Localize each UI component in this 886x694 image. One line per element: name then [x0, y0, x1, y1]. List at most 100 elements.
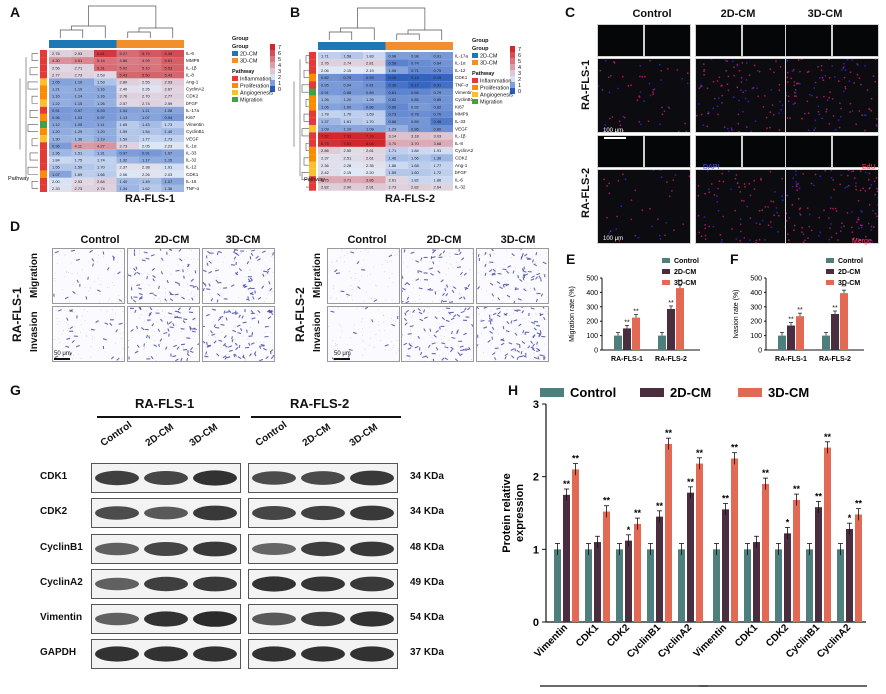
cell-stroke: [516, 343, 521, 346]
heatmap-a-cell-value: 5.53: [165, 65, 174, 70]
heatmap-a-group-bar: [116, 40, 139, 48]
heatmap-b-row-dendro: [301, 128, 312, 137]
heatmap-b-cell-value: 2.50: [344, 148, 353, 153]
nucleus-dot: [870, 183, 873, 186]
heatmap-b-cell: [430, 73, 453, 82]
heatmap-a-cell: [71, 135, 94, 143]
nucleus-dot: [606, 216, 608, 219]
heatmap-b-cell: [318, 117, 341, 125]
heatmap-a-cell: [94, 99, 117, 107]
heatmap-a-legend-pathway-item: Angiogenesis: [240, 91, 273, 97]
pore-dot: [514, 328, 516, 330]
nucleus-dot: [641, 75, 644, 78]
cell-stroke: [533, 327, 537, 331]
heatmap-a-cell: [139, 113, 162, 121]
nucleus-dot: [835, 210, 838, 212]
heatmap-a-cell: [71, 156, 94, 164]
nucleus-dot: [840, 107, 842, 110]
band: [95, 646, 139, 662]
h-bar-control: [775, 549, 782, 622]
dapi-tile: [695, 135, 742, 168]
heatmap-a-cell-value: 1.04: [120, 108, 129, 113]
nucleus-dot: [749, 194, 752, 197]
heatmap-a-scale-tick: 2: [278, 75, 281, 81]
heatmap-b-scale-tick: 6: [518, 53, 521, 59]
nucleus-dot: [828, 96, 831, 99]
heatmap-a-cell: [161, 78, 184, 86]
pore-dot: [513, 351, 515, 352]
nucleus-dot: [697, 214, 700, 217]
merge-tile: [785, 58, 879, 133]
nucleus-dot: [872, 226, 875, 229]
h-y-tick-label: 3: [533, 399, 539, 411]
nucleus-dot: [871, 240, 874, 243]
heatmap-b-cell: [408, 132, 431, 140]
heatmap-b-cell: [408, 88, 431, 96]
heatmap-b-cell-value: 0.78: [411, 112, 420, 117]
nucleus-dot: [793, 229, 795, 232]
nucleus-dot: [817, 66, 819, 68]
heatmap-b-cell: [318, 146, 341, 155]
heatmap-b-cell-value: 1.70: [344, 112, 353, 117]
nucleus-dot: [821, 117, 823, 120]
heatmap-a-cell: [94, 121, 117, 129]
heatmap-b-pathway-cell: [309, 88, 316, 96]
heatmap-a-cell: [71, 163, 94, 171]
nucleus-dot: [734, 177, 737, 180]
heatmap-b-cell-value: 2.74: [344, 61, 353, 66]
chart-e-y-tick-label: 200: [586, 319, 598, 326]
nucleus-dot: [856, 221, 858, 224]
nucleus-dot: [712, 225, 715, 228]
nucleus-dot: [685, 130, 688, 132]
heatmap-a-cell-value: 2.77: [165, 94, 174, 99]
heatmap-b-cell: [340, 73, 363, 82]
heatmap-b-cell-value: 2.76: [321, 61, 330, 66]
heatmap-b-cell: [318, 110, 341, 118]
nucleus-dot: [859, 189, 862, 192]
cell-stroke: [535, 298, 538, 302]
nucleus-dot: [731, 60, 734, 63]
nucleus-dot: [782, 199, 784, 202]
heatmap-a-cell-value: 2.57: [120, 101, 129, 106]
nucleus-dot: [624, 178, 627, 181]
nucleus-dot: [620, 205, 623, 208]
heatmap-b-cell: [363, 146, 386, 155]
heatmap-b-cell-value: 2.20: [366, 170, 375, 175]
heatmap-b-cell: [385, 154, 408, 162]
chart-e-sig-label: **: [677, 279, 683, 286]
nucleus-dot: [717, 97, 720, 99]
heatmap-b-cell-value: 0.70: [344, 75, 353, 80]
edu-image-grid: [597, 24, 882, 250]
pore-dot: [545, 311, 547, 312]
heatmap-b-cell: [385, 88, 408, 96]
nucleus-dot: [874, 193, 877, 196]
nucleus-dot: [875, 177, 878, 179]
heatmap-a-cell-value: 1.54: [142, 129, 151, 134]
cell-stroke: [520, 249, 522, 251]
pore-dot: [541, 338, 543, 340]
nucleus-dot: [760, 179, 762, 181]
nucleus-dot: [870, 225, 873, 228]
nucleus-dot: [627, 84, 630, 87]
blot-bands: [95, 505, 237, 521]
nucleus-dot: [843, 225, 845, 227]
heatmap-a-row-dendro: [27, 81, 38, 90]
heatmap-a-cell: [116, 163, 139, 171]
nucleus-dot: [722, 180, 725, 183]
heatmap-b-legend-pathway-item: Angiogenesis: [480, 93, 513, 99]
nucleus-dot: [795, 185, 798, 188]
heatmap-a-pathway-cell: [40, 128, 47, 136]
heatmap-a-cell-value: 1.05: [75, 122, 84, 127]
heatmap-b-cell-value: 2.15: [344, 170, 353, 175]
nucleus-dot: [846, 59, 849, 61]
nucleus-dot: [703, 73, 705, 76]
heatmap-a-cell: [161, 135, 184, 143]
heatmap-b-cell-value: 0.94: [344, 83, 353, 88]
band: [350, 470, 394, 486]
nucleus-dot: [704, 192, 706, 195]
heatmap-a-cell: [71, 149, 94, 157]
cell-stroke: [534, 320, 539, 323]
heatmap-a-cell-value: 1.75: [75, 158, 84, 163]
pore-dot: [509, 289, 511, 290]
heatmap-b-cell: [363, 66, 386, 74]
